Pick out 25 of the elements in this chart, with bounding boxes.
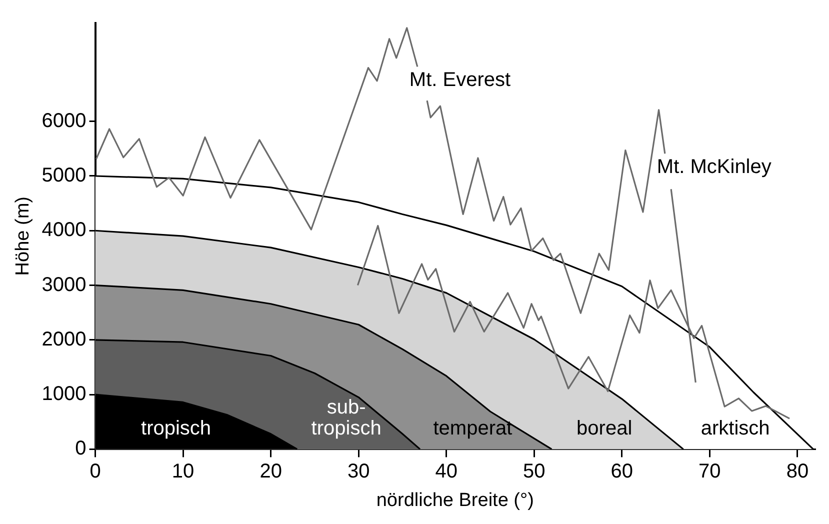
y-tick-label: 6000 [42,110,86,132]
annotation: Mt. McKinley [656,156,772,178]
x-tick-label: 60 [610,460,634,483]
x-tick-label: 80 [786,460,809,483]
annotation: sub- tropisch [311,396,382,440]
x-tick-label: 50 [523,460,546,483]
x-tick-label: 10 [172,460,194,483]
annotation: boreal [576,418,632,440]
y-tick-label: 2000 [42,328,86,350]
annotation: temperat [433,418,513,440]
annotation: arktisch [700,418,770,440]
y-tick-label: 4000 [42,219,86,242]
y-tick-label: 3000 [42,274,86,296]
x-tick-label: 0 [90,460,101,483]
x-tick-label: 20 [260,460,282,483]
x-tick-label: 30 [347,460,370,483]
y-tick-label: 5000 [42,164,86,187]
x-tick-label: 70 [698,460,721,483]
annotation: tropisch [141,418,212,440]
y-tick-label: 0 [75,438,86,460]
annotation: Mt. Everest [409,69,511,92]
y-axis-title: Höhe (m) [12,196,34,276]
x-tick-label: 40 [435,460,458,483]
x-axis-title: nördliche Breite (°) [376,490,534,511]
y-tick-label: 1000 [42,383,86,406]
